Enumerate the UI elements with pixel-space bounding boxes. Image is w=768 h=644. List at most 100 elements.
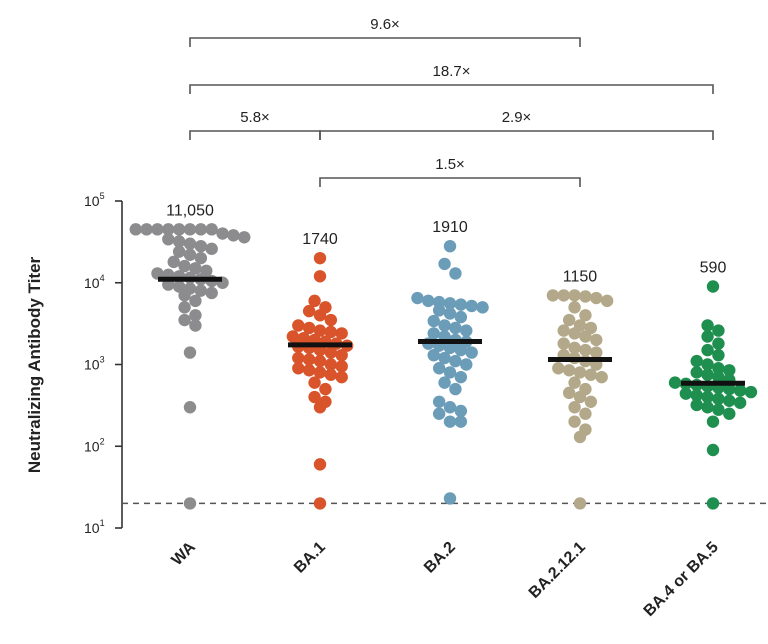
- data-point: [562, 313, 576, 327]
- data-point: [590, 333, 603, 347]
- data-point: [454, 415, 468, 428]
- data-point: [183, 223, 197, 236]
- data-point: [568, 401, 581, 414]
- data-point: [178, 259, 191, 273]
- category-label: BA.4 or BA.5: [641, 539, 722, 620]
- data-point: [335, 360, 348, 373]
- data-point: [579, 343, 592, 357]
- fold-change-label: 1.5×: [435, 156, 465, 173]
- data-point: [189, 294, 202, 308]
- data-point: [194, 251, 208, 265]
- y-tick-label: 102: [84, 436, 105, 454]
- data-point: [432, 362, 446, 375]
- data-point: [313, 458, 327, 471]
- data-point: [552, 362, 565, 375]
- data-point: [443, 492, 457, 505]
- data-point: [568, 327, 581, 340]
- data-point: [712, 337, 725, 350]
- data-point: [443, 307, 457, 320]
- median-label: 1150: [563, 268, 598, 285]
- data-point: [449, 267, 462, 280]
- data-point: [427, 314, 440, 328]
- data-point: [476, 301, 489, 314]
- data-point: [167, 255, 180, 269]
- data-point: [449, 382, 462, 396]
- data-point: [427, 327, 440, 340]
- data-point: [438, 319, 451, 332]
- category-label: BA.2: [421, 539, 459, 577]
- data-point: [216, 227, 229, 240]
- category-label: BA.1: [291, 539, 329, 577]
- data-point: [427, 348, 440, 362]
- data-point: [557, 289, 570, 302]
- data-point: [438, 351, 451, 365]
- data-point: [465, 299, 478, 313]
- data-point: [432, 407, 446, 420]
- data-point: [313, 366, 327, 379]
- data-point: [454, 310, 468, 324]
- data-point: [701, 330, 714, 343]
- data-point: [324, 313, 338, 327]
- data-point: [573, 497, 587, 510]
- y-tick-label: 104: [84, 273, 105, 291]
- data-point: [183, 401, 197, 414]
- comparison-bracket: [189, 37, 581, 47]
- data-point: [302, 364, 316, 377]
- data-point: [573, 390, 587, 404]
- data-point: [324, 346, 338, 359]
- data-point: [562, 364, 576, 377]
- y-tick-label: 105: [84, 191, 105, 209]
- data-point: [712, 324, 725, 337]
- data-point: [460, 358, 473, 371]
- data-point: [178, 289, 191, 302]
- data-point: [706, 415, 720, 428]
- fold-change-label: 2.9×: [502, 109, 532, 126]
- data-point: [172, 245, 186, 258]
- data-point: [590, 291, 603, 305]
- data-point: [449, 354, 462, 368]
- data-point: [302, 321, 316, 335]
- data-point: [443, 366, 457, 379]
- data-point: [324, 358, 338, 371]
- data-point: [308, 376, 321, 389]
- data-point: [568, 289, 581, 302]
- median-label: 590: [700, 259, 727, 276]
- data-point: [292, 319, 305, 332]
- data-point: [723, 382, 736, 396]
- data-point: [205, 242, 218, 256]
- data-point: [712, 348, 725, 362]
- data-point: [183, 248, 197, 261]
- data-point: [723, 394, 736, 407]
- data-point: [579, 290, 592, 303]
- data-point: [701, 319, 714, 332]
- data-point: [595, 370, 608, 384]
- data-point: [443, 297, 457, 310]
- data-point: [302, 304, 316, 318]
- data-point: [454, 404, 468, 418]
- data-point: [205, 286, 218, 300]
- data-point: [172, 235, 186, 248]
- data-point: [701, 358, 714, 371]
- data-point: [712, 370, 725, 384]
- data-point: [568, 376, 581, 389]
- data-point: [701, 401, 714, 414]
- fold-change-label: 18.7×: [433, 63, 471, 80]
- data-point: [205, 223, 218, 236]
- data-point: [557, 337, 570, 350]
- data-point: [443, 341, 457, 355]
- data-point: [183, 237, 197, 250]
- data-point: [438, 257, 451, 271]
- data-point: [690, 354, 703, 368]
- data-point: [172, 280, 186, 293]
- data-point: [313, 401, 327, 414]
- data-point: [172, 223, 186, 236]
- data-point: [712, 403, 725, 416]
- data-point: [579, 407, 592, 420]
- data-point: [701, 368, 714, 381]
- data-point: [701, 390, 714, 404]
- data-point: [679, 387, 693, 400]
- data-point: [454, 370, 468, 384]
- data-point: [465, 346, 478, 359]
- data-point: [292, 351, 305, 365]
